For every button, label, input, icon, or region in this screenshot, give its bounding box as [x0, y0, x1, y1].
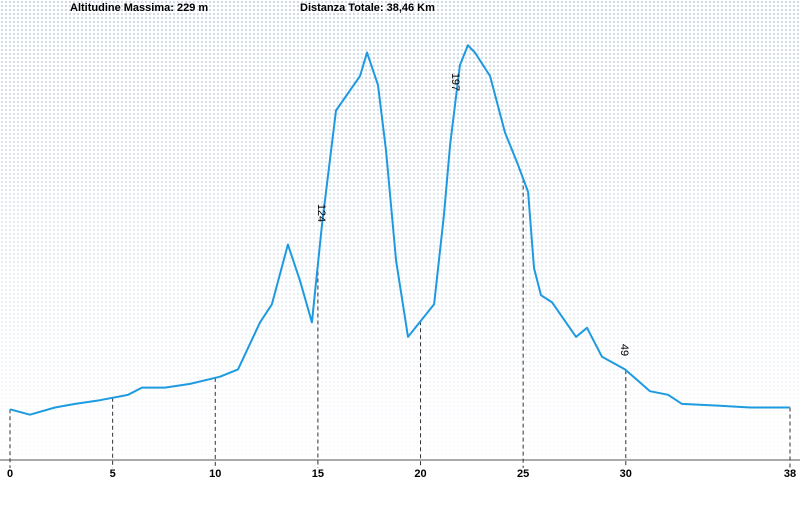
x-tick-label: 38: [784, 468, 796, 480]
header-distance: Distanza Totale: 38,46 Km: [300, 2, 435, 14]
x-tick-label: 5: [110, 468, 116, 480]
annotation: 49: [618, 344, 630, 356]
annotation: 197: [449, 73, 461, 91]
x-tick-label: 20: [414, 468, 426, 480]
annotation: 124: [315, 204, 327, 222]
x-tick-label: 10: [209, 468, 221, 480]
x-tick-label: 25: [517, 468, 529, 480]
x-tick-label: 15: [312, 468, 324, 480]
x-tick-label: 30: [620, 468, 632, 480]
altitude-line: [9, 44, 790, 416]
plot-fade: [0, 0, 800, 460]
header-max-altitude: Altitudine Massima: 229 m: [70, 2, 208, 14]
x-tick-label: 0: [7, 468, 13, 480]
